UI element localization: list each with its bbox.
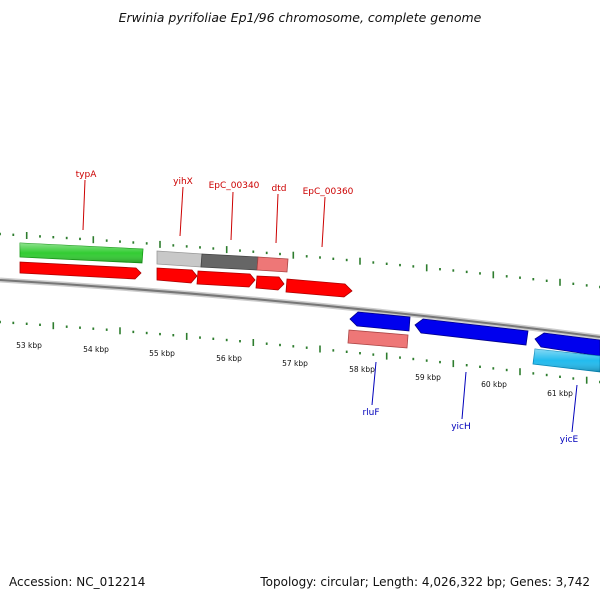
scale-label: 58 kbp <box>349 365 375 374</box>
svg-text:yicE: yicE <box>560 435 579 445</box>
scale-label: 53 kbp <box>16 341 42 350</box>
cds-yicE-arrow[interactable] <box>534 332 600 357</box>
label-dtd: dtd <box>272 184 287 244</box>
svg-text:EpC_00340: EpC_00340 <box>209 181 260 191</box>
scale-label: 60 kbp <box>481 380 507 389</box>
label-yihX: yihX <box>173 177 193 237</box>
cds-yihX-arrow[interactable] <box>156 267 198 284</box>
svg-text:rluF: rluF <box>362 408 379 418</box>
svg-text:typA: typA <box>76 170 98 180</box>
genome-summary: Topology: circular; Length: 4,026,322 bp… <box>259 575 590 589</box>
scale-labels: 53 kbp 54 kbp 55 kbp 56 kbp 57 kbp 58 kb… <box>16 341 573 398</box>
gene-EpC_00340-block[interactable] <box>200 253 259 271</box>
cds-typA-arrow[interactable] <box>19 261 142 280</box>
scale-label: 55 kbp <box>149 349 175 358</box>
scale-label: 61 kbp <box>547 389 573 398</box>
accession-text: Accession: NC_012214 <box>9 575 145 589</box>
gene-yicE-block[interactable] <box>532 348 600 373</box>
cds-rluF-arrow[interactable] <box>349 311 411 332</box>
cds-EpC_00360-arrow[interactable] <box>285 278 353 298</box>
cds-yicH-arrow[interactable] <box>414 318 529 346</box>
gene-yihX-block[interactable] <box>156 250 203 268</box>
svg-text:EpC_00360: EpC_00360 <box>303 187 354 197</box>
gene-dtd-block[interactable] <box>256 256 289 273</box>
scale-label: 59 kbp <box>415 373 441 382</box>
svg-text:yihX: yihX <box>173 177 193 187</box>
label-rluF: rluF <box>362 361 380 418</box>
inner-tick-track <box>0 320 600 384</box>
scale-label: 54 kbp <box>83 345 109 354</box>
map-title: Erwinia pyrifoliae Ep1/96 chromosome, co… <box>119 10 482 25</box>
gene-typA-block[interactable] <box>19 242 144 264</box>
outer-tick-track <box>0 232 600 289</box>
scale-label: 56 kbp <box>216 354 242 363</box>
scale-label: 57 kbp <box>282 359 308 368</box>
label-yicE: yicE <box>560 384 579 445</box>
gene-rluF-block[interactable] <box>347 329 409 349</box>
svg-text:yicH: yicH <box>451 422 471 432</box>
label-yicH: yicH <box>451 371 471 432</box>
svg-text:dtd: dtd <box>272 184 287 194</box>
label-typA: typA <box>76 170 98 231</box>
backbone-arc <box>0 277 600 340</box>
label-EpC_00340: EpC_00340 <box>209 181 260 241</box>
cds-EpC_00340-arrow[interactable] <box>196 270 256 288</box>
label-EpC_00360: EpC_00360 <box>303 187 354 248</box>
cds-dtd-arrow[interactable] <box>255 275 285 291</box>
